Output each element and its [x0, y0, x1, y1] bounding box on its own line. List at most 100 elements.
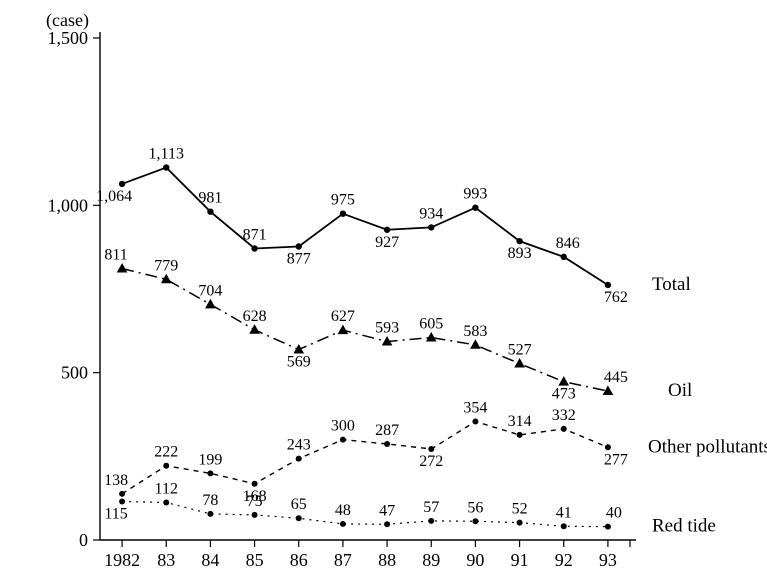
data-marker	[296, 456, 302, 462]
value-label: 593	[375, 320, 399, 337]
data-marker	[340, 211, 346, 217]
value-label: 473	[552, 386, 576, 403]
series-label-red-tide: Red tide	[652, 516, 716, 537]
data-marker	[296, 515, 302, 521]
value-label: 300	[331, 418, 355, 435]
x-tick-label: 92	[555, 550, 573, 570]
data-marker	[163, 164, 169, 170]
data-marker	[472, 518, 478, 524]
value-label: 40	[606, 505, 622, 522]
value-label: 628	[243, 308, 267, 325]
value-label: 47	[379, 502, 395, 519]
value-label: 272	[419, 453, 443, 470]
chart-svg: 0 500 1,000 1,500(case) 1982 83 84 85 86 87 88 89 90…	[0, 0, 767, 587]
data-marker	[163, 463, 169, 469]
value-label: 56	[467, 499, 483, 516]
value-label: 569	[287, 354, 311, 371]
value-label: 877	[287, 250, 311, 267]
data-marker	[428, 446, 434, 452]
y-tick-label: 0	[79, 530, 88, 550]
data-marker	[384, 441, 390, 447]
data-marker	[605, 524, 611, 530]
data-marker	[605, 444, 611, 450]
data-marker	[251, 245, 257, 251]
data-marker	[207, 511, 213, 517]
value-label: 75	[247, 493, 263, 510]
data-marker	[207, 208, 213, 214]
value-label: 975	[331, 192, 355, 209]
value-label: 78	[202, 492, 218, 509]
data-marker	[472, 419, 478, 425]
data-marker	[428, 518, 434, 524]
data-marker	[517, 520, 523, 526]
value-label: 527	[508, 342, 532, 359]
value-label: 222	[154, 444, 178, 461]
value-label: 199	[198, 451, 222, 468]
data-marker	[119, 181, 125, 187]
data-marker	[252, 481, 258, 487]
value-label: 65	[291, 496, 307, 513]
value-label: 314	[508, 413, 532, 430]
y-unit-label: (case)	[46, 10, 89, 31]
data-marker	[119, 491, 125, 497]
x-tick-label: 86	[290, 550, 308, 570]
data-marker	[605, 282, 611, 288]
value-label: 583	[463, 323, 487, 340]
data-marker	[561, 254, 567, 260]
value-label: 354	[463, 400, 487, 417]
data-marker	[296, 243, 302, 249]
data-marker	[340, 437, 346, 443]
value-label: 981	[198, 190, 222, 207]
data-marker	[119, 499, 125, 505]
value-label: 112	[155, 481, 178, 498]
value-label: 605	[419, 316, 443, 333]
x-tick-label: 93	[599, 550, 617, 570]
y-tick-label: 500	[61, 363, 88, 383]
value-label: 627	[331, 308, 355, 325]
data-marker	[207, 470, 213, 476]
x-tick-label: 85	[246, 550, 264, 570]
value-label: 893	[508, 245, 532, 262]
x-tick-label: 84	[201, 550, 219, 570]
value-label: 934	[419, 205, 443, 222]
value-label: 243	[287, 437, 311, 454]
value-label: 871	[243, 227, 267, 244]
value-label: 48	[335, 502, 351, 519]
data-marker	[561, 523, 567, 529]
x-tick-label: 1982	[104, 550, 140, 570]
x-tick-label: 88	[378, 550, 396, 570]
value-label: 332	[552, 407, 576, 424]
data-marker	[428, 224, 434, 230]
y-tick-label: 1,000	[48, 195, 89, 215]
series-label-total: Total	[652, 274, 691, 295]
series-label-oil: Oil	[668, 380, 692, 401]
series-label-other-pollutants: Other pollutants	[648, 436, 767, 457]
x-tick-label: 83	[157, 550, 175, 570]
value-label: 927	[375, 234, 399, 251]
x-tick-label: 89	[422, 550, 440, 570]
data-marker	[561, 426, 567, 432]
value-label: 52	[512, 501, 528, 518]
pollution-cases-chart: 0 500 1,000 1,500(case) 1982 83 84 85 86 87 88 89 90…	[0, 0, 767, 587]
y-tick-label: 1,500	[48, 28, 89, 48]
value-label: 138	[104, 472, 128, 489]
value-label: 993	[463, 186, 487, 203]
value-label: 779	[154, 257, 178, 274]
data-marker	[384, 227, 390, 233]
value-label: 445	[604, 369, 628, 386]
value-label: 762	[604, 289, 628, 306]
x-tick-label: 91	[511, 550, 529, 570]
data-marker	[516, 238, 522, 244]
value-label: 1,064	[96, 188, 132, 205]
data-marker	[472, 204, 478, 210]
data-marker	[252, 512, 258, 518]
value-label: 277	[604, 451, 628, 468]
x-tick-label: 90	[466, 550, 484, 570]
value-label: 811	[104, 247, 127, 264]
x-tick-label: 87	[334, 550, 352, 570]
data-marker	[384, 521, 390, 527]
value-label: 41	[556, 504, 572, 521]
data-marker	[517, 432, 523, 438]
value-label: 115	[104, 506, 127, 523]
data-marker	[163, 500, 169, 506]
